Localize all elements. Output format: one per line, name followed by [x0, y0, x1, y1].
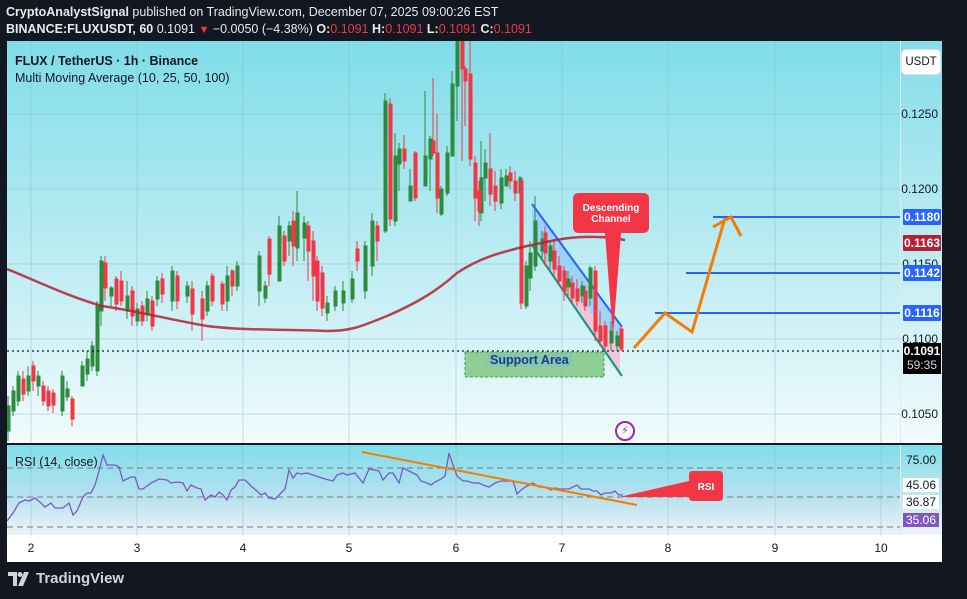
time-tick: 4 [239, 541, 247, 555]
rsi-pane[interactable]: RSI (14, close) RSI [7, 445, 900, 535]
chart-legend: FLUX / TetherUS · 1h · Binance Multi Mov… [15, 53, 229, 87]
time-tick: 3 [133, 541, 141, 555]
low-label: L: [426, 22, 439, 36]
symbol-interval: BINANCE:FLUXUSDT, 60 [6, 22, 154, 36]
descending-channel-callout [573, 193, 649, 336]
current-price-tag: 0.1091 59:35 [903, 343, 941, 374]
target-tag-3: 0.1180 [903, 209, 941, 225]
target-tag-2: 0.1142 [903, 265, 941, 281]
channel-upper-line [531, 203, 623, 328]
support-area-box [464, 351, 605, 378]
time-tick: 10 [874, 541, 888, 555]
time-tick: 2 [27, 541, 35, 555]
time-tick: 5 [345, 541, 353, 555]
rsi-trendline [361, 451, 638, 506]
rsi-callout [619, 471, 723, 501]
rsi-chart-canvas [7, 445, 900, 535]
time-axis[interactable]: 2 3 4 5 6 7 8 9 10 [7, 535, 942, 562]
projection-path [632, 217, 727, 349]
indicator-title[interactable]: Multi Moving Average (10, 25, 50, 100) [15, 71, 230, 85]
open-label: O: [316, 22, 331, 36]
current-price: 0.1091 [903, 344, 941, 358]
tradingview-logo[interactable]: TradingView [8, 570, 124, 587]
price-tick: 0.1200 [901, 182, 938, 196]
rsi-level-75: 75.00 [906, 453, 937, 467]
time-tick: 9 [771, 541, 779, 555]
pane-separator[interactable] [7, 443, 942, 445]
rsi-callout-label: RSI [697, 482, 715, 493]
price-tick: 0.1100 [902, 332, 938, 346]
candlesticks [7, 41, 624, 441]
close-label: C: [480, 22, 494, 36]
author-name[interactable]: CryptoAnalystSignal [6, 5, 129, 19]
moving-average-line [7, 235, 626, 333]
tradingview-logo-icon [8, 571, 29, 586]
time-tick: 7 [558, 541, 566, 555]
low-value: 0.1091 [438, 22, 477, 36]
close-value: 0.1091 [493, 22, 532, 36]
flash-event-icon[interactable]: ⚡ [615, 421, 635, 441]
last-price: 0.1091 [156, 22, 195, 36]
channel-lower-line [531, 244, 623, 377]
price-tick: 0.1050 [901, 407, 938, 421]
currency-button[interactable]: USDT [902, 50, 940, 74]
price-chart-canvas [7, 41, 900, 444]
support-area-label: Support Area [487, 353, 572, 367]
high-label: H: [372, 22, 386, 36]
price-axis[interactable]: USDT 0.1250 0.1200 0.1150 0.1100 0.1050 … [900, 41, 942, 444]
rsi-title[interactable]: RSI (14, close) [15, 455, 98, 469]
symbol-title[interactable]: FLUX / TetherUS · 1h · Binance [15, 54, 199, 68]
rsi-bands [7, 467, 900, 528]
descending-channel-label: Descending Channel [582, 203, 640, 225]
published-text: published on TradingView.com, December 0… [132, 5, 499, 19]
rsi-line [7, 452, 623, 522]
chart-frame: FLUX / TetherUS · 1h · Binance Multi Mov… [7, 41, 942, 562]
target-tag-1: 0.1116 [903, 305, 941, 321]
bar-countdown: 59:35 [906, 358, 938, 372]
rsi-current-tag: 35.06 [903, 513, 940, 527]
rsi-level-36: 36.87 [903, 495, 940, 509]
down-arrow-icon: ▼ [198, 24, 210, 36]
ma-tag: 0.1163 [903, 235, 941, 251]
publish-line: CryptoAnalystSignal published on Trading… [6, 4, 532, 21]
ohlc-line: BINANCE:FLUXUSDT, 60 0.1091 ▼ −0.0050 (−… [6, 21, 532, 39]
rsi-level-45: 45.06 [903, 478, 940, 492]
publish-header: CryptoAnalystSignal published on Trading… [6, 4, 532, 39]
projection-arrowhead [712, 214, 743, 237]
time-tick: 6 [452, 541, 460, 555]
high-value: 0.1091 [385, 22, 424, 36]
rsi-axis[interactable]: 75.00 45.06 36.87 35.06 [900, 445, 942, 535]
price-tick: 0.1250 [901, 107, 938, 121]
price-change: −0.0050 (−4.38%) [212, 22, 313, 36]
open-value: 0.1091 [330, 22, 369, 36]
time-tick: 8 [664, 541, 672, 555]
price-pane[interactable]: FLUX / TetherUS · 1h · Binance Multi Mov… [7, 41, 900, 444]
rsi-grid [30, 445, 882, 535]
grid-lines [7, 41, 900, 444]
brand-name: TradingView [36, 570, 125, 587]
